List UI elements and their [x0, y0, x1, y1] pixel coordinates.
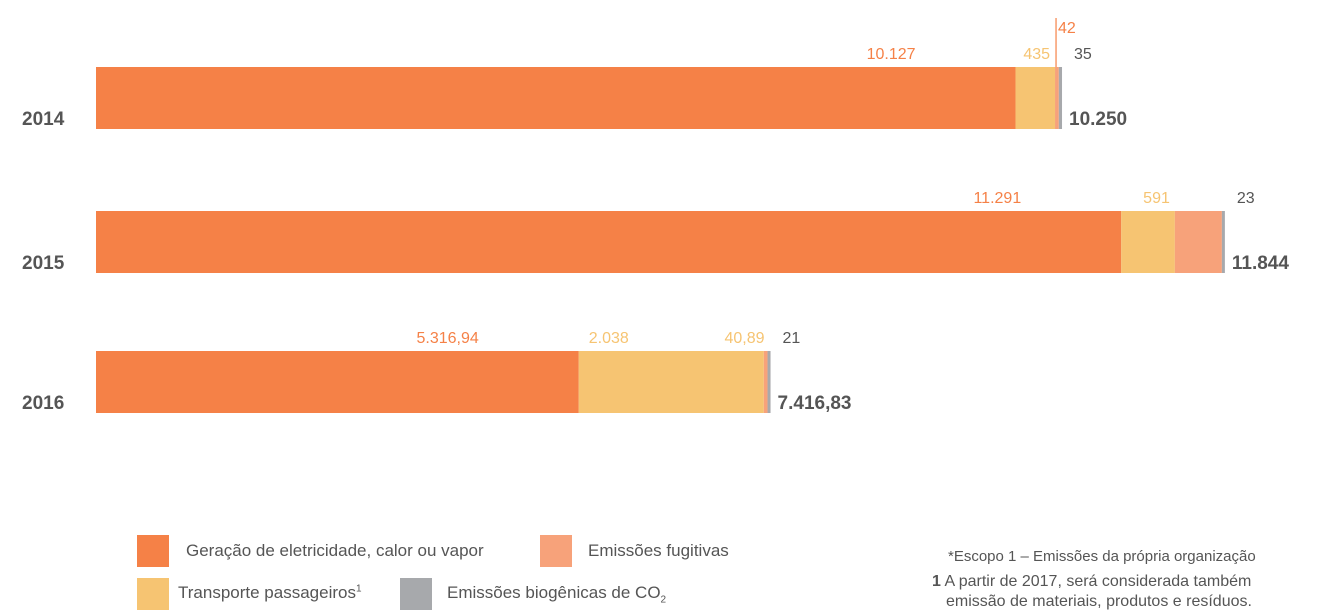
- legend-label-transport-text: Transporte passageiros: [178, 583, 356, 602]
- value-label-2015-3: 23: [1237, 190, 1255, 207]
- value-label-2016-1: 2.038: [589, 330, 629, 347]
- legend-label-fugitive: Emissões fugitivas: [588, 541, 729, 560]
- bar-2015-1: [1121, 211, 1175, 273]
- legend-label-electricity: Geração de eletricidade, calor ou vapor: [186, 541, 484, 560]
- legend-swatch-transport: [137, 578, 169, 610]
- category-label-2015: 2015: [22, 253, 65, 274]
- legend-label-biogenic-text: Emissões biogênicas de CO: [447, 583, 661, 602]
- category-label-2014: 2014: [22, 109, 65, 130]
- footnote-note-1: 1 A partir de 2017, será considerada tam…: [932, 573, 1251, 591]
- footnote-number: 1: [932, 573, 941, 590]
- value-label-2014-0: 10.127: [867, 46, 916, 63]
- legend-swatch-fugitive: [540, 535, 572, 567]
- legend-label-transport: Transporte passageiros1: [178, 583, 362, 603]
- legend-label-biogenic: Emissões biogênicas de CO2: [447, 583, 666, 605]
- bar-2015-0: [96, 211, 1122, 273]
- value-label-2014-1: 435: [1023, 46, 1050, 63]
- value-label-2014-3: 35: [1074, 46, 1092, 63]
- category-label-2016: 2016: [22, 393, 64, 414]
- value-label-2016-2: 40,89: [724, 330, 764, 347]
- footnote-scope: *Escopo 1 – Emissões da própria organiza…: [948, 548, 1256, 565]
- bar-2014-0: [96, 67, 1016, 129]
- value-label-2016-3: 21: [783, 330, 801, 347]
- legend-swatch-electricity: [137, 535, 169, 567]
- total-label-2014: 10.250: [1069, 109, 1127, 130]
- value-label-2015-1: 591: [1143, 190, 1170, 207]
- total-label-2015: 11.844: [1232, 253, 1289, 274]
- legend-label-biogenic-sub: 2: [660, 594, 667, 606]
- bar-2014-3: [1058, 67, 1063, 129]
- bar-2015-3: [1221, 211, 1225, 273]
- bar-2016-2: [763, 351, 768, 413]
- value-label-2014-2: 42: [1058, 20, 1076, 37]
- legend-swatch-biogenic: [400, 578, 432, 610]
- bar-2016-1: [578, 351, 764, 413]
- bar-2016-3: [767, 351, 771, 413]
- bar-2014-1: [1015, 67, 1056, 129]
- bar-2014-2: [1055, 67, 1059, 129]
- bar-2015-2: [1174, 211, 1222, 273]
- total-label-2016: 7.416,83: [778, 393, 852, 414]
- legend-label-transport-sup: 1: [355, 583, 362, 595]
- bar-2016-0: [96, 351, 579, 413]
- footnote-line-1: A partir de 2017, será considerada també…: [944, 573, 1252, 590]
- footnote-note-2: emissão de materiais, produtos e resíduo…: [946, 593, 1252, 610]
- value-label-2016-0: 5.316,94: [416, 330, 478, 347]
- value-label-2015-0: 11.291: [973, 190, 1021, 207]
